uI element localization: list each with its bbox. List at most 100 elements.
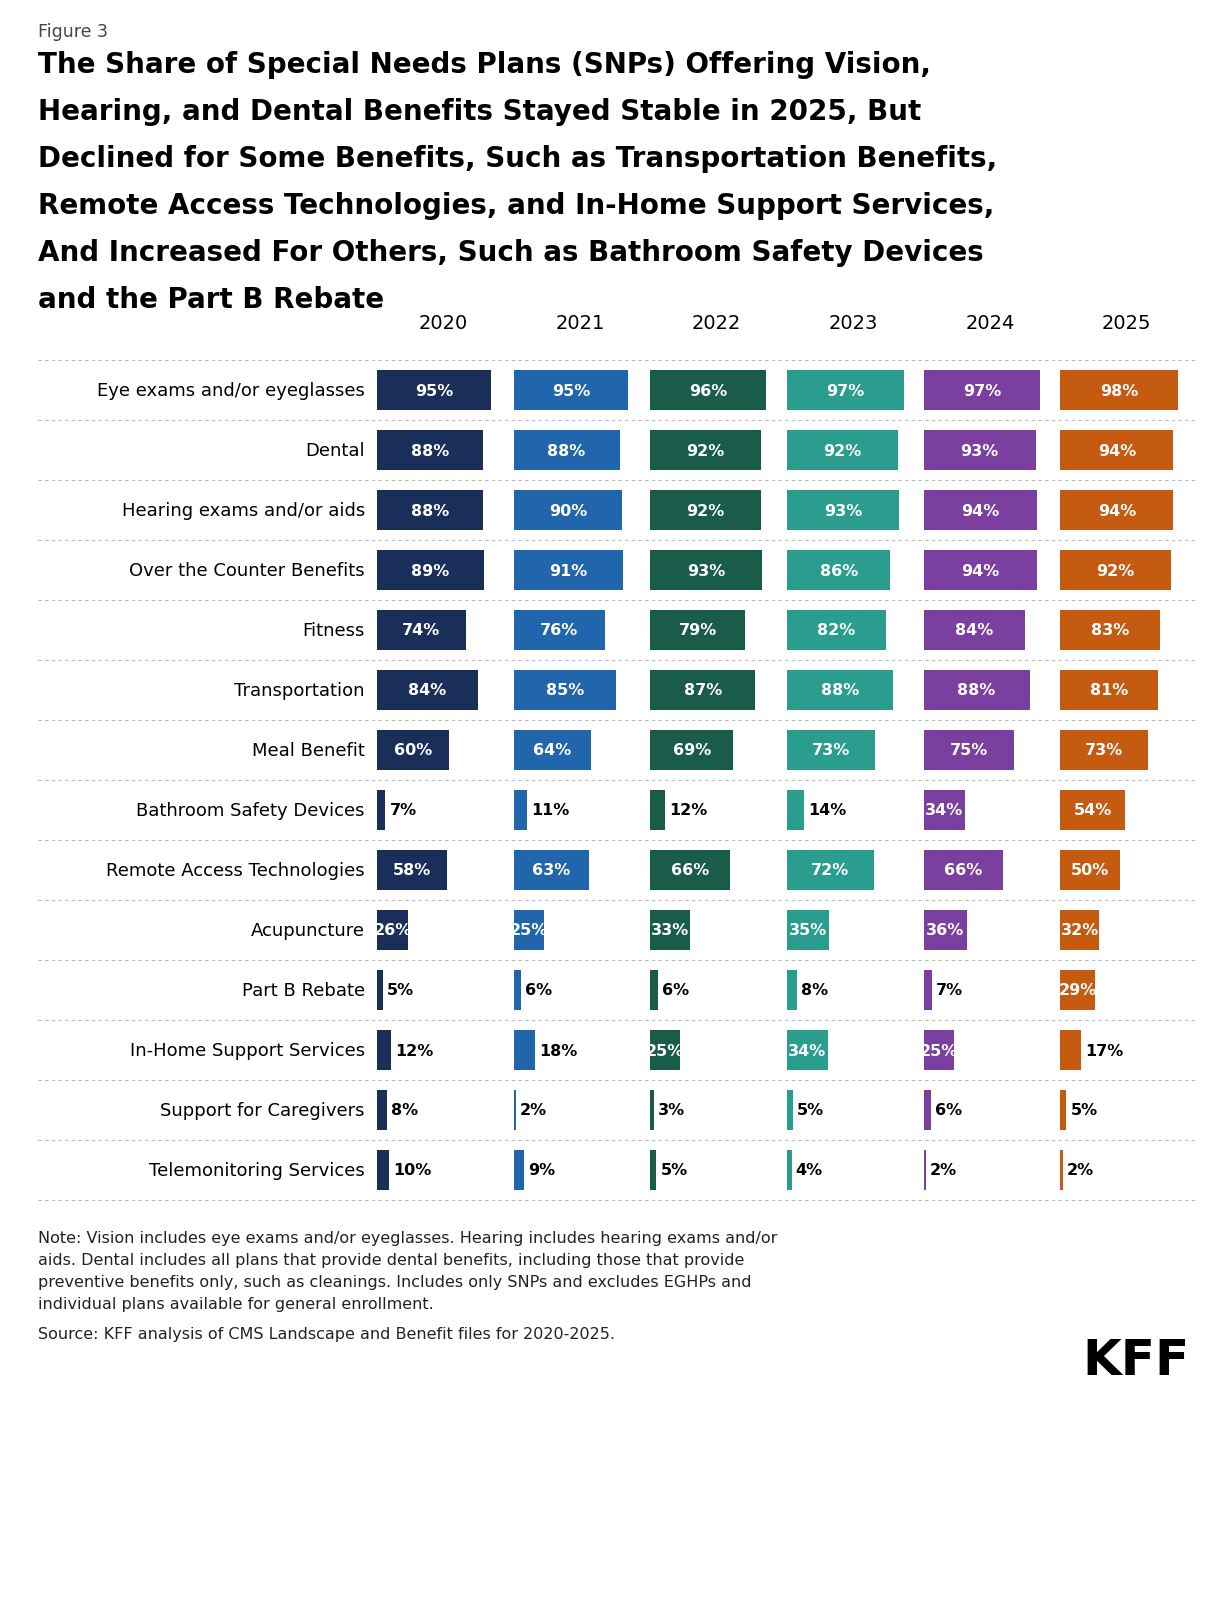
Text: 85%: 85% (545, 684, 584, 698)
Bar (514, 430, 620, 472)
Bar (377, 610, 466, 652)
Text: 94%: 94% (1098, 443, 1136, 457)
Bar (924, 551, 1037, 591)
Bar (1060, 790, 1125, 831)
Bar (787, 1090, 793, 1130)
Bar (1060, 1090, 1066, 1130)
Text: 88%: 88% (548, 443, 586, 457)
Text: 3%: 3% (658, 1103, 686, 1117)
Bar (514, 969, 521, 1011)
Bar (514, 1090, 516, 1130)
Bar (377, 851, 447, 891)
Text: 10%: 10% (393, 1162, 432, 1178)
Bar (924, 969, 932, 1011)
Bar (650, 551, 762, 591)
Bar (787, 851, 874, 891)
Bar (650, 371, 766, 411)
Text: Over the Counter Benefits: Over the Counter Benefits (129, 562, 365, 579)
Text: 32%: 32% (1060, 923, 1099, 937)
Bar (650, 730, 733, 770)
Text: 66%: 66% (671, 863, 709, 878)
Text: 18%: 18% (539, 1043, 577, 1058)
Bar (1060, 430, 1174, 472)
Text: 2%: 2% (1066, 1162, 1094, 1178)
Bar (924, 430, 1036, 472)
Text: Transportation: Transportation (234, 682, 365, 700)
Text: 95%: 95% (551, 384, 590, 398)
Bar (787, 910, 830, 950)
Bar (650, 430, 761, 472)
Bar (924, 1030, 954, 1071)
Text: 84%: 84% (955, 623, 993, 639)
Bar (787, 969, 797, 1011)
Text: Figure 3: Figure 3 (38, 22, 109, 42)
Bar (1060, 910, 1099, 950)
Text: 50%: 50% (1071, 863, 1109, 878)
Text: 2%: 2% (930, 1162, 958, 1178)
Text: 2%: 2% (520, 1103, 548, 1117)
Text: 89%: 89% (411, 563, 450, 578)
Bar (1060, 1149, 1063, 1191)
Bar (1060, 490, 1174, 531)
Text: 5%: 5% (387, 982, 414, 998)
Text: Part B Rebate: Part B Rebate (242, 981, 365, 1000)
Bar (650, 910, 691, 950)
Bar (924, 730, 1014, 770)
Text: 25%: 25% (510, 923, 548, 937)
Text: 7%: 7% (936, 982, 964, 998)
Text: 11%: 11% (531, 802, 570, 819)
Text: 92%: 92% (1097, 563, 1135, 578)
Text: 92%: 92% (687, 443, 725, 457)
Bar (924, 610, 1025, 652)
Text: 4%: 4% (795, 1162, 824, 1178)
Bar (650, 1149, 656, 1191)
Bar (650, 969, 658, 1011)
Bar (1060, 969, 1096, 1011)
Text: 96%: 96% (689, 384, 727, 398)
Bar (787, 610, 886, 652)
Text: 83%: 83% (1091, 623, 1130, 639)
Text: 94%: 94% (961, 504, 999, 518)
Text: 14%: 14% (808, 802, 847, 819)
Text: 36%: 36% (926, 923, 965, 937)
Text: 92%: 92% (824, 443, 861, 457)
Text: and the Part B Rebate: and the Part B Rebate (38, 286, 384, 315)
Text: 75%: 75% (949, 743, 988, 758)
Text: 90%: 90% (549, 504, 587, 518)
Text: 93%: 93% (687, 563, 726, 578)
Text: 73%: 73% (1085, 743, 1124, 758)
Bar (377, 730, 449, 770)
Bar (787, 1030, 828, 1071)
Bar (514, 371, 628, 411)
Bar (377, 1090, 387, 1130)
Text: 88%: 88% (821, 684, 859, 698)
Text: 35%: 35% (789, 923, 827, 937)
Bar (650, 610, 745, 652)
Text: 79%: 79% (678, 623, 717, 639)
Text: Remote Access Technologies, and In-Home Support Services,: Remote Access Technologies, and In-Home … (38, 193, 994, 220)
Text: 88%: 88% (411, 504, 449, 518)
Text: 2020: 2020 (418, 315, 468, 332)
Bar (787, 551, 891, 591)
Bar (650, 671, 755, 711)
Text: 93%: 93% (960, 443, 999, 457)
Bar (650, 1090, 654, 1130)
Bar (787, 671, 893, 711)
Bar (1060, 551, 1171, 591)
Text: Remote Access Technologies: Remote Access Technologies (106, 862, 365, 880)
Text: 73%: 73% (811, 743, 850, 758)
Bar (924, 490, 1037, 531)
Bar (787, 790, 804, 831)
Bar (924, 1149, 926, 1191)
Text: 94%: 94% (1098, 504, 1136, 518)
Text: individual plans available for general enrollment.: individual plans available for general e… (38, 1297, 434, 1311)
Text: Eye exams and/or eyeglasses: Eye exams and/or eyeglasses (98, 382, 365, 400)
Bar (377, 910, 409, 950)
Text: 60%: 60% (394, 743, 432, 758)
Bar (1060, 371, 1179, 411)
Text: 2021: 2021 (555, 315, 605, 332)
Text: 92%: 92% (687, 504, 725, 518)
Bar (514, 1030, 536, 1071)
Bar (377, 1149, 389, 1191)
Text: Note: Vision includes eye exams and/or eyeglasses. Hearing includes hearing exam: Note: Vision includes eye exams and/or e… (38, 1231, 777, 1245)
